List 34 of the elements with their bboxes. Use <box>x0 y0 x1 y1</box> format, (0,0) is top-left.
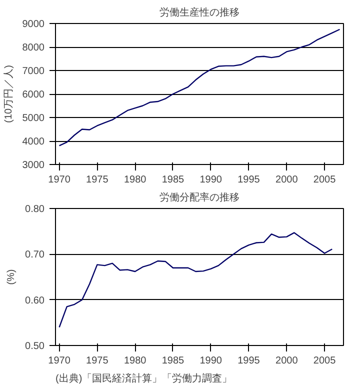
x-tick-label: 1995 <box>238 356 260 366</box>
x-tick-label: 2000 <box>276 356 298 366</box>
y-tick-label: 0.60 <box>25 295 45 306</box>
y-tick-label: 3000 <box>22 160 45 171</box>
x-tick-label: 2005 <box>313 174 336 186</box>
y-tick-label: 7000 <box>22 66 45 77</box>
x-tick-label: 1990 <box>200 174 222 186</box>
x-tick-label: 2005 <box>313 356 336 366</box>
text: (出典)「国民経済計算」「労働力調査」 <box>56 372 232 384</box>
x-tick-label: 1975 <box>86 174 109 186</box>
y-axis-title: (%) <box>6 269 18 285</box>
x-tick-label: 1995 <box>238 174 260 186</box>
y-axis-title: (10万円／人) <box>3 65 14 123</box>
x-tick-label: 2000 <box>276 174 298 186</box>
y-tick-label: 6000 <box>22 90 45 100</box>
chart-title: 労働分配率の推移 <box>160 192 240 204</box>
y-tick-label: 4000 <box>22 136 45 148</box>
line-series <box>58 28 340 146</box>
x-tick-label: 1975 <box>86 356 109 366</box>
x-tick-label: 1980 <box>124 174 147 186</box>
x-tick-label: 1980 <box>124 356 147 366</box>
chart-title: 労働生産性の推移 <box>160 6 240 18</box>
y-tick-label: 0.80 <box>25 204 45 215</box>
line-series <box>58 232 333 328</box>
x-tick-label: 1990 <box>200 356 222 366</box>
y-tick-label: 5000 <box>22 113 45 124</box>
y-tick-label: 9000 <box>22 19 45 30</box>
x-tick-label: 1970 <box>48 356 71 366</box>
x-tick-label: 1985 <box>162 356 185 366</box>
x-tick-label: 1970 <box>48 174 71 186</box>
y-tick-label: 0.70 <box>25 250 45 261</box>
y-tick-label: 8000 <box>22 42 45 54</box>
x-tick-label: 1985 <box>162 174 185 186</box>
y-tick-label: 0.50 <box>25 341 45 352</box>
